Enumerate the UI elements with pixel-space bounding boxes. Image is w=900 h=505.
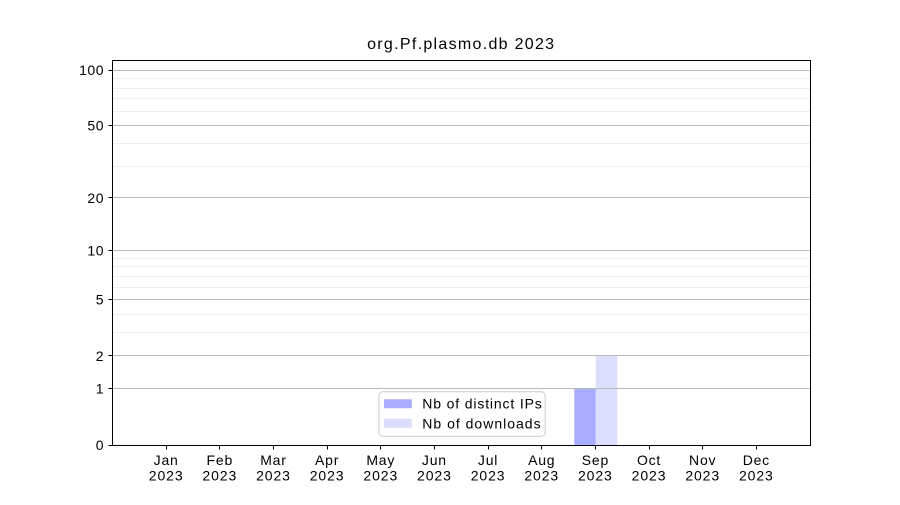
- svg-text:Mar: Mar: [260, 452, 287, 468]
- svg-text:May: May: [366, 452, 395, 468]
- svg-text:Sep: Sep: [582, 452, 609, 468]
- svg-text:Dec: Dec: [743, 452, 770, 468]
- svg-text:1: 1: [96, 381, 104, 397]
- svg-text:Nb of distinct IPs: Nb of distinct IPs: [422, 396, 542, 412]
- svg-text:org.Pf.plasmo.db 2023: org.Pf.plasmo.db 2023: [367, 36, 555, 53]
- svg-text:2023: 2023: [471, 467, 506, 483]
- svg-text:100: 100: [79, 62, 104, 78]
- svg-text:5: 5: [96, 292, 104, 308]
- svg-text:Aug: Aug: [528, 452, 555, 468]
- svg-text:2023: 2023: [202, 467, 237, 483]
- svg-text:2: 2: [96, 348, 104, 364]
- svg-text:2023: 2023: [256, 467, 291, 483]
- svg-text:Jan: Jan: [154, 452, 179, 468]
- svg-text:2023: 2023: [685, 467, 720, 483]
- svg-text:2023: 2023: [739, 467, 774, 483]
- svg-text:2023: 2023: [417, 467, 452, 483]
- svg-text:0: 0: [96, 437, 104, 453]
- svg-text:2023: 2023: [578, 467, 613, 483]
- svg-text:20: 20: [87, 190, 104, 206]
- svg-text:Oct: Oct: [637, 452, 661, 468]
- svg-text:2023: 2023: [149, 467, 184, 483]
- svg-text:Jun: Jun: [422, 452, 447, 468]
- svg-text:50: 50: [87, 118, 104, 134]
- svg-text:Apr: Apr: [315, 452, 339, 468]
- svg-text:10: 10: [87, 242, 104, 258]
- svg-text:2023: 2023: [524, 467, 559, 483]
- svg-text:Jul: Jul: [478, 452, 498, 468]
- svg-text:Feb: Feb: [207, 452, 234, 468]
- svg-text:Nb of downloads: Nb of downloads: [422, 415, 541, 431]
- svg-text:Nov: Nov: [689, 452, 716, 468]
- svg-text:2023: 2023: [310, 467, 345, 483]
- svg-text:2023: 2023: [632, 467, 667, 483]
- svg-text:2023: 2023: [363, 467, 398, 483]
